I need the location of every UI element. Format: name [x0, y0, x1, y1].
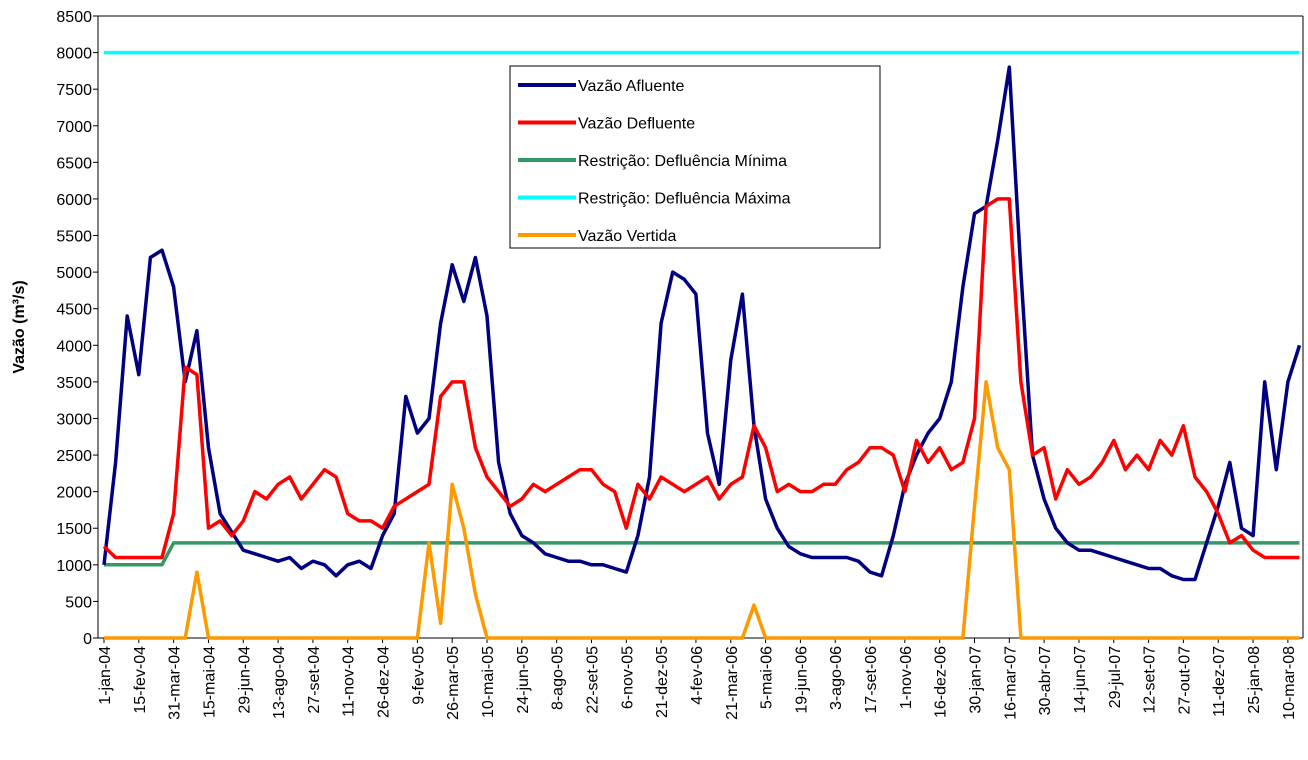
x-tick-label: 1-jan-04	[97, 646, 114, 705]
y-tick-label: 6500	[56, 155, 92, 172]
legend-label: Vazão Afluente	[578, 78, 685, 95]
x-tick-label: 13-ago-04	[271, 646, 288, 719]
x-tick-label: 17-set-06	[863, 646, 880, 714]
y-tick-label: 5000	[56, 265, 92, 282]
x-tick-label: 9-fev-05	[410, 646, 427, 705]
x-tick-label: 8-ago-05	[550, 646, 567, 710]
x-tick-label: 1-nov-06	[898, 646, 915, 709]
x-tick-label: 26-mar-05	[445, 646, 462, 720]
y-tick-label: 4500	[56, 302, 92, 319]
x-tick-label: 24-jun-05	[515, 646, 532, 714]
legend-label: Vazão Vertida	[578, 228, 677, 245]
x-tick-label: 14-jun-07	[1072, 646, 1089, 714]
x-tick-label: 22-set-05	[584, 646, 601, 714]
x-tick-label: 21-dez-05	[654, 646, 671, 718]
y-tick-label: 3000	[56, 411, 92, 428]
y-tick-label: 7500	[56, 82, 92, 99]
series-line	[104, 541, 1300, 567]
series-line	[102, 65, 1302, 582]
x-tick-label: 30-jan-07	[968, 646, 985, 714]
x-tick-label: 10-mai-05	[480, 646, 497, 718]
x-tick-label: 31-mar-04	[167, 646, 184, 720]
y-tick-label: 7000	[56, 119, 92, 136]
y-tick-label: 3500	[56, 375, 92, 392]
x-tick-label: 27-out-07	[1176, 646, 1193, 715]
x-tick-label: 3-ago-06	[828, 646, 845, 710]
x-tick-label: 29-jun-04	[236, 646, 253, 714]
x-tick-label: 21-mar-06	[724, 646, 741, 720]
legend-label: Restrição: Defluência Máxima	[578, 191, 791, 208]
x-tick-label: 11-nov-04	[341, 646, 358, 717]
x-tick-label: 19-jun-06	[793, 646, 810, 714]
legend-label: Vazão Defluente	[578, 116, 695, 133]
y-tick-label: 8000	[56, 46, 92, 63]
x-tick-label: 15-fev-04	[132, 646, 149, 714]
y-axis-label: Vazão (m³/s)	[11, 280, 28, 373]
y-tick-label: 0	[83, 631, 92, 648]
x-tick-label: 11-dez-07	[1211, 646, 1228, 717]
y-tick-label: 2500	[56, 448, 92, 465]
x-tick-label: 5-mai-06	[759, 646, 776, 709]
y-tick-label: 5500	[56, 229, 92, 246]
series-line	[104, 380, 1300, 640]
y-tick-label: 1500	[56, 521, 92, 538]
x-tick-label: 12-set-07	[1142, 646, 1159, 714]
x-tick-label: 4-fev-06	[689, 646, 706, 705]
x-tick-label: 29-jul-07	[1107, 646, 1124, 708]
y-tick-label: 2000	[56, 485, 92, 502]
x-tick-label: 26-dez-04	[376, 646, 393, 718]
x-tick-label: 16-dez-06	[933, 646, 950, 718]
series-line	[102, 197, 1300, 560]
x-tick-label: 6-nov-05	[619, 646, 636, 709]
legend-box	[509, 65, 881, 249]
x-tick-label: 15-mai-04	[201, 646, 218, 718]
x-tick-label: 10-mar-08	[1281, 646, 1298, 720]
x-tick-label: 25-jan-08	[1246, 646, 1263, 714]
y-tick-label: 500	[65, 594, 92, 611]
legend-label: Restrição: Defluência Mínima	[578, 153, 787, 170]
y-tick-label: 1000	[56, 558, 92, 575]
y-tick-label: 4000	[56, 338, 92, 355]
y-tick-label: 6000	[56, 192, 92, 209]
x-tick-label: 30-abr-07	[1037, 646, 1054, 715]
x-tick-label: 27-set-04	[306, 646, 323, 714]
x-tick-label: 16-mar-07	[1002, 646, 1019, 720]
legend: Vazão Afluente Vazão Defluente Restrição: …	[509, 65, 881, 249]
y-tick-label: 8500	[56, 9, 92, 26]
